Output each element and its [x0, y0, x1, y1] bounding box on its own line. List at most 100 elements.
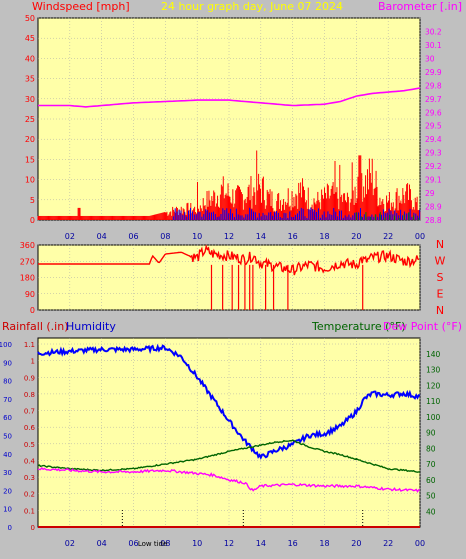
- wind-y-tick-45: 45: [25, 34, 35, 43]
- rain-y-tick-0.7: 0.7: [24, 408, 35, 416]
- windspeed-axis-label: Windspeed [mph]: [32, 0, 130, 13]
- baro-y-tick-30: 30: [425, 54, 435, 63]
- climate-x-tick-00: 00: [415, 539, 425, 548]
- wind-x-tick-18: 18: [319, 232, 329, 241]
- humidity-y-tick-90: 90: [3, 359, 12, 367]
- baro-y-tick-29.2: 29.2: [425, 162, 442, 171]
- baro-y-tick-28.9: 28.9: [425, 203, 442, 212]
- climate-x-tick-14: 14: [256, 539, 266, 548]
- wind-y-tick-50: 50: [25, 14, 35, 23]
- baro-y-tick-29.5: 29.5: [425, 122, 442, 131]
- humidity-y-tick-100: 100: [0, 341, 12, 349]
- compass-label-N-4: N: [436, 304, 444, 317]
- humidity-y-tick-30: 30: [3, 469, 12, 477]
- temp-y-tick-60: 60: [426, 476, 436, 485]
- rain-y-tick-0.5: 0.5: [24, 441, 35, 449]
- wind-x-tick-08: 08: [160, 232, 170, 241]
- humidity-line: [37, 343, 421, 460]
- wind-y-tick-15: 15: [25, 155, 35, 164]
- barometer-axis-label: Barometer [.in]: [378, 0, 462, 13]
- rain-y-tick-0.6: 0.6: [24, 424, 36, 432]
- baro-y-tick-29.3: 29.3: [425, 149, 442, 158]
- baro-y-tick-29.1: 29.1: [425, 176, 442, 185]
- chart-panels: 0510152025303540455028.828.92929.129.229…: [0, 14, 446, 548]
- dewpoint-axis-label: Dew Point (°F): [383, 320, 462, 333]
- humidity-y-tick-70: 70: [3, 396, 12, 404]
- barometer-line: [38, 87, 421, 108]
- dir-y-tick-180: 180: [20, 274, 35, 283]
- baro-y-tick-29.9: 29.9: [425, 68, 442, 77]
- rain-y-tick-0.8: 0.8: [24, 391, 35, 399]
- temp-y-tick-130: 130: [426, 366, 441, 375]
- rain-y-tick-1.1: 1.1: [24, 341, 35, 349]
- climate-x-tick-04: 04: [97, 539, 107, 548]
- temp-y-tick-40: 40: [426, 507, 436, 516]
- dir-y-tick-270: 270: [20, 257, 35, 266]
- humidity-y-tick-60: 60: [3, 414, 12, 422]
- baro-y-tick-29.6: 29.6: [425, 108, 442, 117]
- climate-x-tick-12: 12: [224, 539, 234, 548]
- wind-y-tick-0: 0: [30, 216, 35, 225]
- baro-y-tick-30.1: 30.1: [425, 41, 442, 50]
- temp-y-tick-100: 100: [426, 413, 441, 422]
- humidity-axis-label: Humidity: [66, 320, 116, 333]
- climate-x-tick-20: 20: [351, 539, 361, 548]
- dir-y-tick-360: 360: [20, 241, 35, 250]
- wind-x-tick-04: 04: [97, 232, 107, 241]
- low-tide-label: Low tide: [138, 540, 167, 548]
- climate-x-tick-22: 22: [383, 539, 393, 548]
- temp-y-tick-110: 110: [426, 397, 441, 406]
- rain-y-tick-0.1: 0.1: [24, 507, 35, 515]
- temp-y-tick-140: 140: [426, 350, 441, 359]
- temp-y-tick-80: 80: [426, 444, 436, 453]
- wind-x-tick-10: 10: [192, 232, 202, 241]
- wind-x-tick-00: 00: [415, 232, 425, 241]
- wind-y-tick-35: 35: [25, 75, 35, 84]
- baro-y-tick-30.2: 30.2: [425, 27, 442, 36]
- rain-y-tick-0.3: 0.3: [24, 474, 35, 482]
- rain-y-tick-0.9: 0.9: [24, 374, 35, 382]
- humidity-y-tick-40: 40: [3, 451, 12, 459]
- wind-y-tick-30: 30: [25, 95, 35, 104]
- wind-y-tick-10: 10: [25, 176, 35, 185]
- temperature-axis-label: Temperature (°F): [311, 320, 406, 333]
- humidity-y-tick-20: 20: [3, 487, 12, 495]
- wind-y-tick-5: 5: [30, 196, 35, 205]
- compass-label-W-1: W: [435, 255, 446, 268]
- rainfall-axis-label: Rainfall (.in): [2, 320, 69, 333]
- temp-y-tick-70: 70: [426, 460, 436, 469]
- wind-x-tick-20: 20: [351, 232, 361, 241]
- temp-y-tick-50: 50: [426, 492, 436, 501]
- humidity-y-tick-0: 0: [8, 524, 12, 532]
- rain-y-tick-0: 0: [31, 524, 35, 532]
- climate-x-tick-10: 10: [192, 539, 202, 548]
- wind-x-tick-22: 22: [383, 232, 393, 241]
- rain-y-tick-0.4: 0.4: [24, 457, 36, 465]
- humidity-y-tick-10: 10: [3, 506, 12, 514]
- chart-title: 24 hour graph day, June 07 2024: [161, 0, 343, 13]
- rain-y-tick-1: 1: [31, 358, 35, 366]
- climate-x-tick-18: 18: [319, 539, 329, 548]
- baro-y-tick-29: 29: [425, 189, 435, 198]
- wind-x-tick-12: 12: [224, 232, 234, 241]
- climate-x-tick-06: 06: [128, 539, 138, 548]
- dir-y-tick-0: 0: [30, 306, 35, 315]
- rain-y-tick-0.2: 0.2: [24, 491, 35, 499]
- dewpoint-line: [37, 466, 421, 493]
- climate-x-tick-16: 16: [288, 539, 298, 548]
- wind-x-tick-06: 06: [128, 232, 138, 241]
- baro-y-tick-29.7: 29.7: [425, 95, 442, 104]
- wind-y-tick-20: 20: [25, 135, 35, 144]
- temperature-line: [37, 439, 420, 473]
- temp-y-tick-120: 120: [426, 381, 441, 390]
- humidity-y-tick-50: 50: [3, 433, 12, 441]
- humidity-y-tick-80: 80: [3, 378, 12, 386]
- climate-plot-area: [37, 337, 421, 528]
- compass-label-E-3: E: [437, 288, 444, 301]
- baro-y-tick-29.4: 29.4: [425, 135, 442, 144]
- wind-x-tick-16: 16: [288, 232, 298, 241]
- dir-y-tick-90: 90: [25, 290, 35, 299]
- baro-y-tick-29.8: 29.8: [425, 81, 442, 90]
